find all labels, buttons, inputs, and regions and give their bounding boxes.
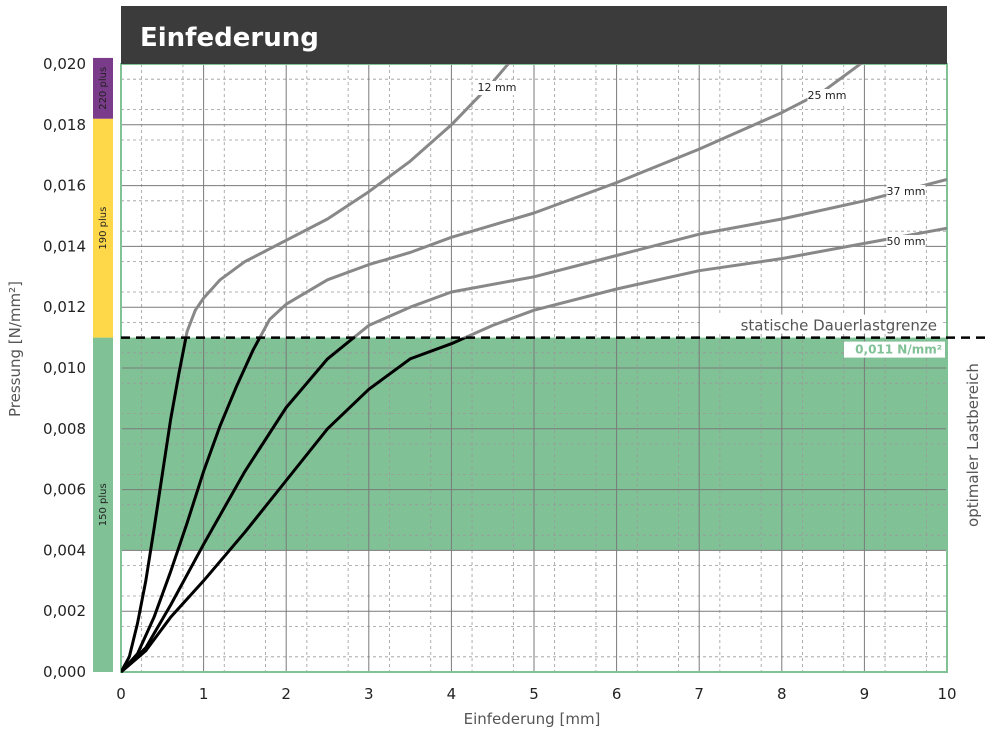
y-tick-label: 0,010 xyxy=(43,359,86,377)
x-tick-label: 2 xyxy=(281,685,291,703)
curve-lower xyxy=(121,337,262,674)
x-tick-label: 9 xyxy=(860,685,870,703)
static-limit-text-bg xyxy=(700,314,943,334)
product-band xyxy=(93,118,113,338)
x-tick-label: 1 xyxy=(199,685,209,703)
x-tick-label: 10 xyxy=(937,685,956,703)
curve-lower xyxy=(121,337,188,673)
y-tick-label: 0,000 xyxy=(43,663,86,681)
y-tick-label: 0,008 xyxy=(43,420,86,438)
curve-label-bg xyxy=(886,235,926,249)
x-tick-label: 6 xyxy=(612,685,622,703)
product-band-label: 150 plus xyxy=(98,483,109,526)
curve-upper xyxy=(461,226,947,338)
y-tick-label: 0,014 xyxy=(43,237,86,255)
minor-grid xyxy=(121,64,947,672)
curve-lower xyxy=(121,337,469,674)
curve-lower xyxy=(121,337,357,674)
x-tick-labels: 0 1 2 3 4 5 6 7 8 9 10 xyxy=(116,685,956,703)
curve-label: 25 mm xyxy=(808,89,847,102)
curve-label: 12 mm xyxy=(478,81,517,94)
curve-label: 37 mm xyxy=(887,185,926,198)
optimal-range-label: optimaler Lastbereich xyxy=(964,363,982,527)
curve-label-bg xyxy=(477,81,517,95)
x-tick-label: 4 xyxy=(447,685,457,703)
y-tick-label: 0,016 xyxy=(43,177,86,195)
y-tick-label: 0,002 xyxy=(43,602,86,620)
y-tick-labels: 0,000 0,002 0,004 0,006 0,008 0,010 0,012 0,014… xyxy=(43,55,86,681)
product-band-label: 190 plus xyxy=(98,207,109,250)
x-tick-label: 8 xyxy=(777,685,787,703)
y-tick-label: 0,012 xyxy=(43,298,86,316)
y-tick-label: 0,020 xyxy=(43,55,86,73)
y-tick-label: 0,018 xyxy=(43,116,86,134)
y-tick-label: 0,006 xyxy=(43,481,86,499)
x-axis-title: Einfederung [mm] xyxy=(464,710,601,728)
y-axis-title: Pressung [N/mm²] xyxy=(6,281,24,417)
static-limit-label: statische Dauerlastgrenze xyxy=(741,317,937,335)
curves: 12 mm 25 mm 37 mm 50 mm xyxy=(121,64,947,674)
major-grid xyxy=(121,64,947,672)
x-tick-label: 7 xyxy=(694,685,704,703)
chart-title: Einfederung xyxy=(140,23,319,53)
curve-label-bg xyxy=(807,89,847,103)
x-tick-label: 5 xyxy=(529,685,539,703)
y-tick-label: 0,004 xyxy=(43,541,86,559)
curve-upper xyxy=(184,64,511,338)
title-bar xyxy=(121,6,947,64)
x-tick-label: 3 xyxy=(364,685,374,703)
static-limit-value: 0,011 N/mm² xyxy=(855,343,942,357)
curve-label-bg xyxy=(886,185,926,199)
product-band-label: 220 plus xyxy=(98,67,109,110)
curve-label: 50 mm xyxy=(887,235,926,248)
product-bands: 150 plus 190 plus 220 plus xyxy=(93,57,113,672)
product-band xyxy=(93,337,113,672)
x-tick-label: 0 xyxy=(116,685,126,703)
curve-upper xyxy=(258,64,863,338)
product-band xyxy=(93,57,113,119)
static-limit-value-bg xyxy=(844,341,945,358)
curve-upper xyxy=(351,178,947,338)
